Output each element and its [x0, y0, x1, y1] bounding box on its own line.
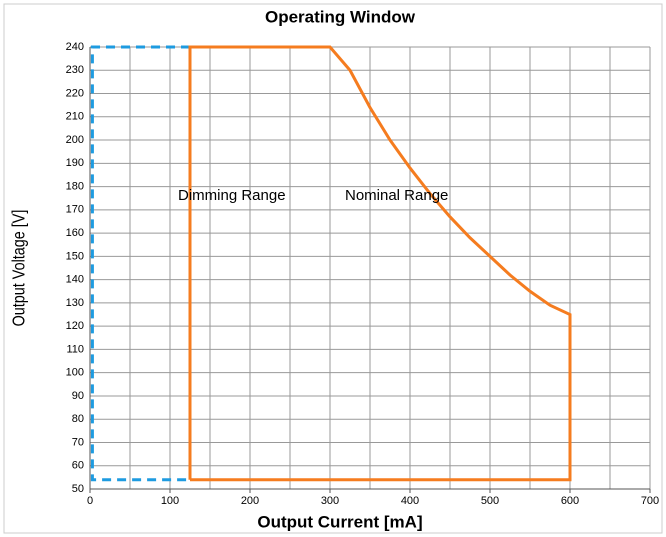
y-tick-label: 120: [66, 320, 84, 332]
chart-frame: [3, 3, 663, 534]
y-tick-label: 180: [66, 180, 84, 192]
y-tick-label: 60: [72, 460, 84, 472]
chart-title: Operating Window: [265, 7, 416, 26]
y-tick-label: 210: [66, 111, 84, 123]
y-tick-label: 100: [66, 367, 84, 379]
y-tick-label: 80: [72, 413, 84, 425]
y-tick-label: 130: [66, 297, 84, 309]
y-tick-label: 170: [66, 204, 84, 216]
annotation: Dimming Range: [178, 187, 286, 204]
y-tick-label: 200: [66, 134, 84, 146]
y-tick-label: 50: [72, 483, 84, 495]
y-tick-label: 190: [66, 157, 84, 169]
y-tick-label: 240: [66, 41, 84, 53]
y-tick-label: 230: [66, 64, 84, 76]
y-tick-label: 150: [66, 250, 84, 262]
x-tick-label: 200: [241, 495, 259, 507]
y-tick-label: 70: [72, 436, 84, 448]
y-axis-label: Output Voltage [V]: [9, 210, 29, 327]
y-tick-label: 140: [66, 274, 84, 286]
series-line: [188, 45, 572, 482]
y-tick-label: 220: [66, 87, 84, 99]
x-tick-label: 0: [87, 495, 93, 507]
x-tick-label: 700: [641, 495, 659, 507]
x-tick-label: 100: [161, 495, 179, 507]
y-tick-label: 90: [72, 390, 84, 402]
x-axis-label: Output Current [mA]: [257, 512, 422, 531]
series-line: [90, 45, 190, 482]
annotation: Nominal Range: [345, 187, 448, 204]
x-tick-label: 300: [321, 495, 339, 507]
x-tick-label: 600: [561, 495, 579, 507]
y-tick-label: 110: [66, 343, 84, 355]
x-tick-label: 500: [481, 495, 499, 507]
x-tick-label: 400: [401, 495, 419, 507]
y-tick-label: 160: [66, 227, 84, 239]
